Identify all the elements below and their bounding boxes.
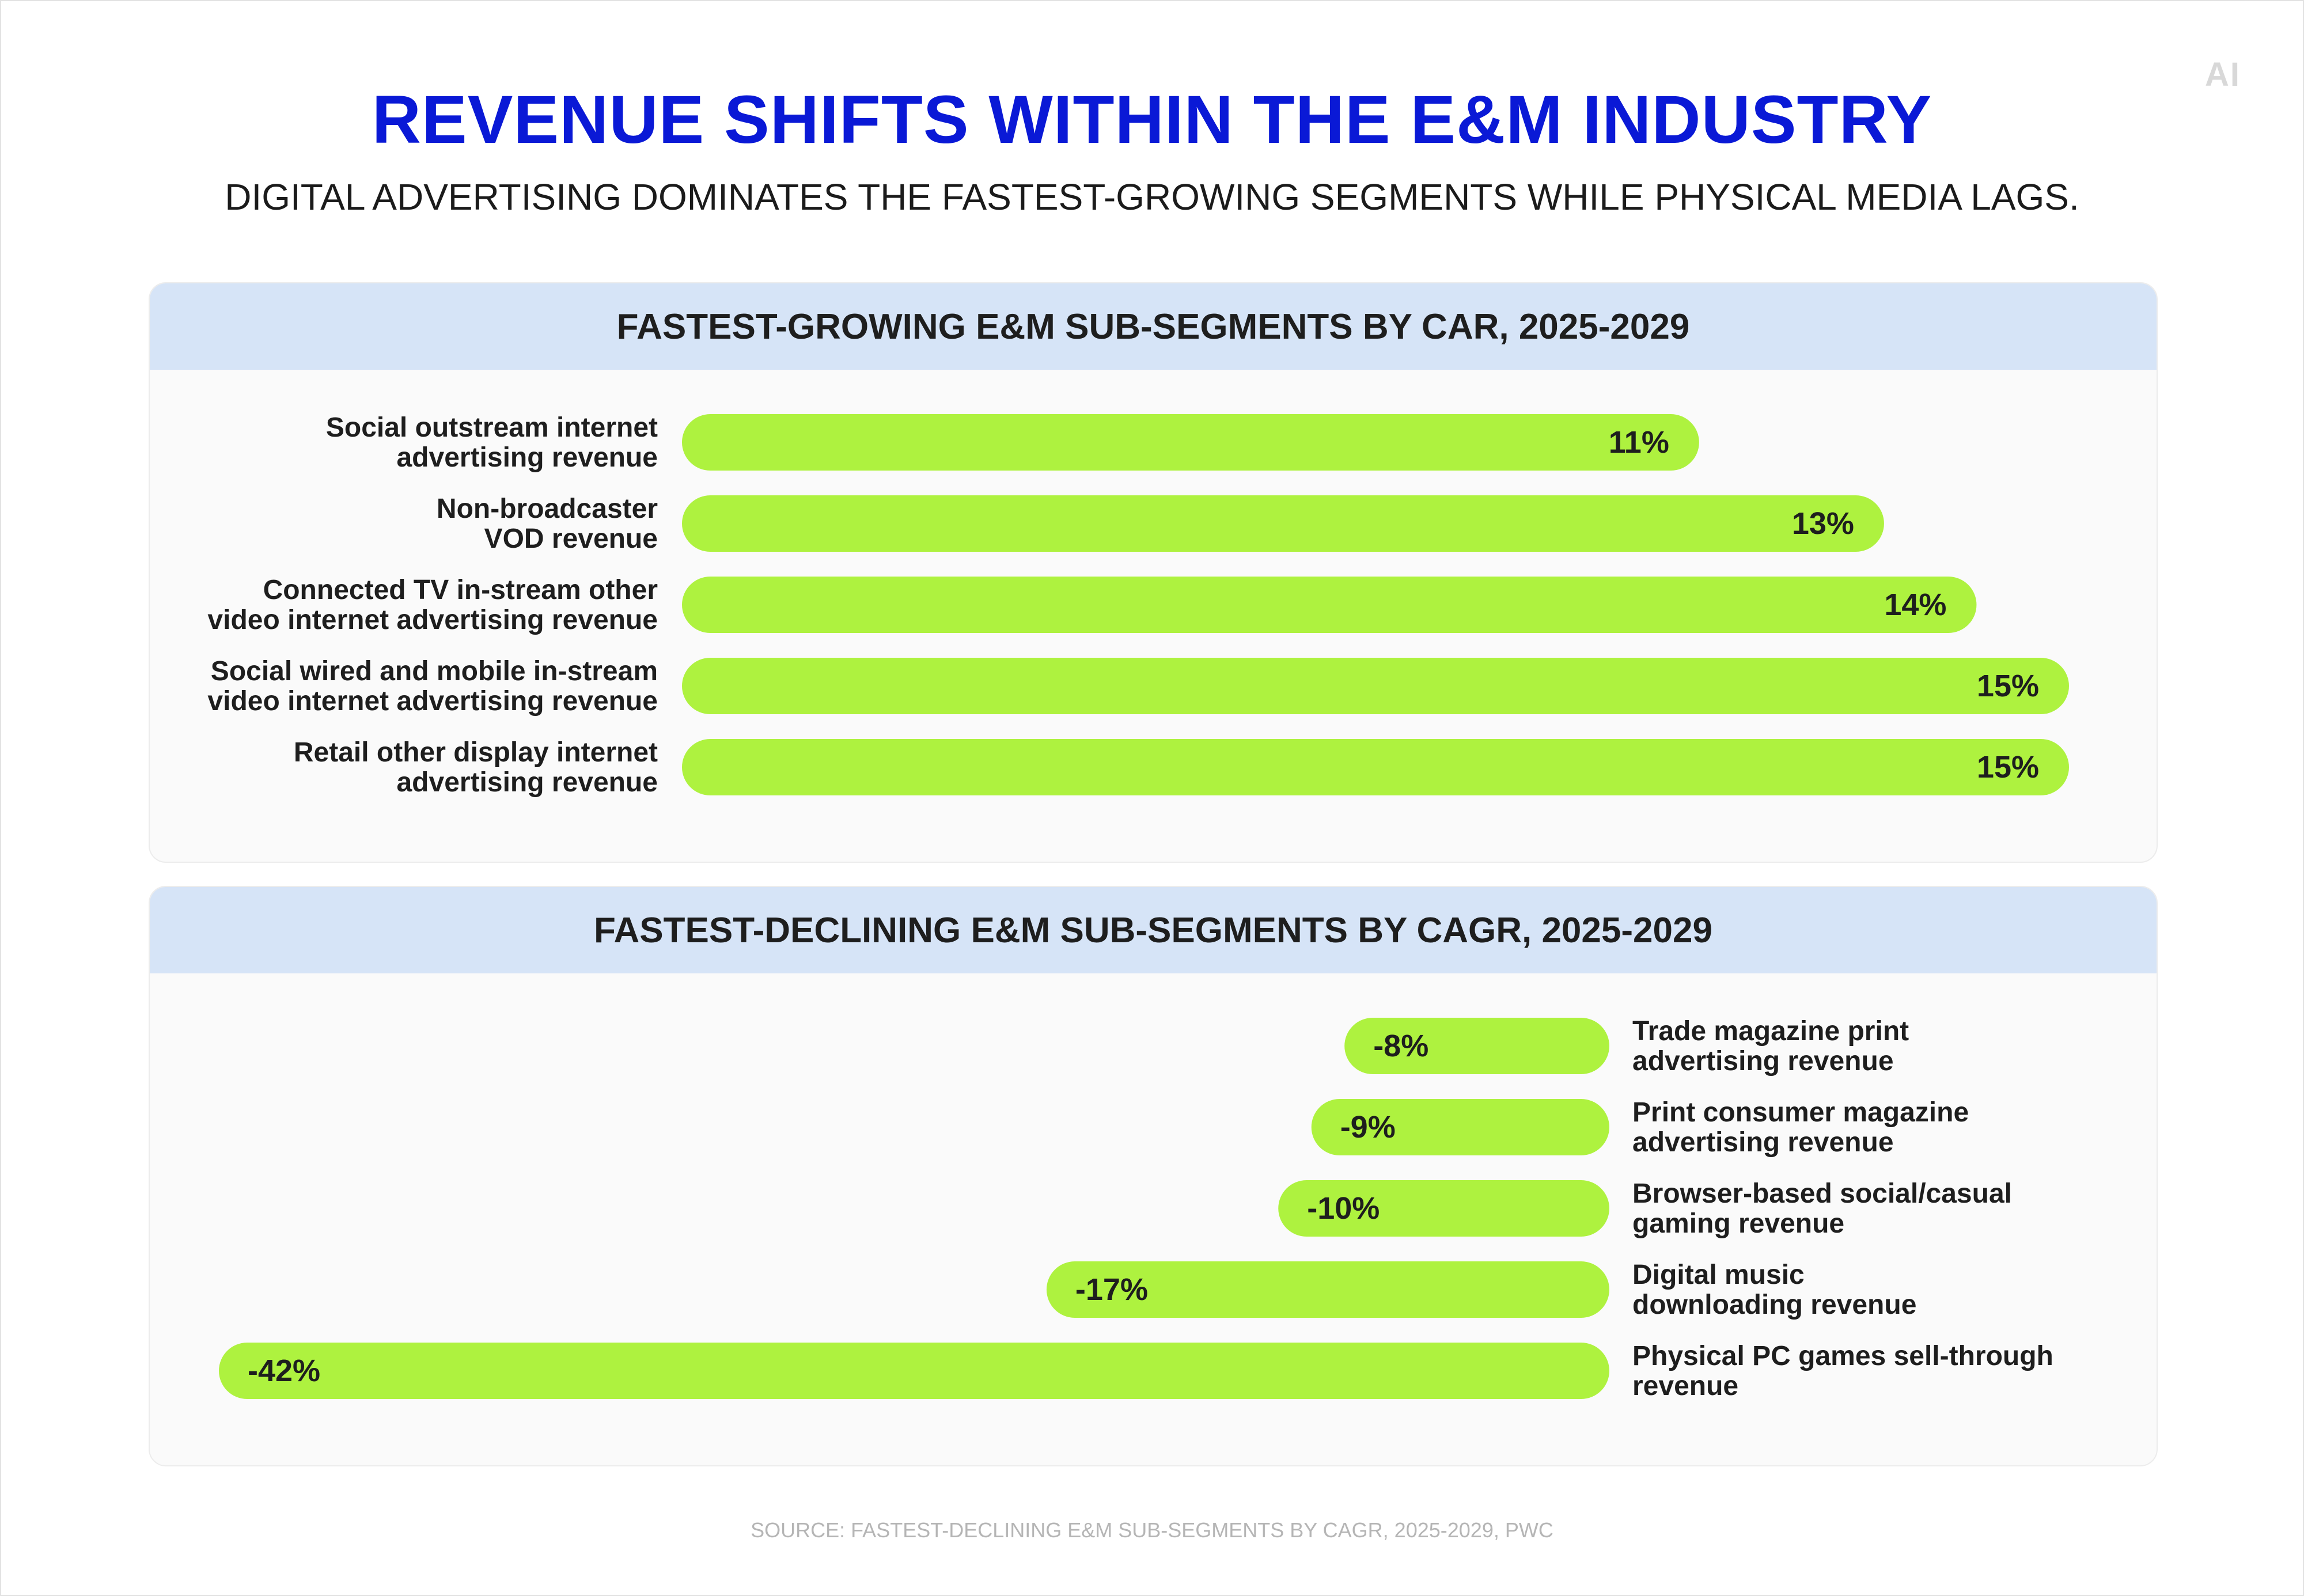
growth-category-label: Connected TV in-stream other video intern… — [207, 575, 658, 635]
decline-category-label: Browser-based social/casual gaming revenu… — [1632, 1178, 2012, 1239]
decline-category-label-line: Browser-based social/casual — [1632, 1178, 2012, 1209]
growth-category-label-line: advertising revenue — [396, 442, 658, 473]
growth-category-label-line: Social outstream internet — [326, 412, 658, 443]
growth-bar — [682, 414, 1699, 471]
decline-value-label: -42% — [248, 1354, 320, 1388]
decline-bar — [1344, 1018, 1609, 1074]
growth-bar — [682, 739, 2069, 795]
growth-category-label: Non-broadcaster VOD revenue — [437, 494, 658, 554]
decline-bar — [1311, 1099, 1609, 1155]
decline-category-label-line: downloading revenue — [1632, 1290, 1916, 1320]
decline-category-label-line: advertising revenue — [1632, 1046, 1894, 1076]
growth-category-label: Social wired and mobile in-stream video i… — [207, 656, 658, 717]
growth-category-label-line: video internet advertising revenue — [207, 605, 658, 635]
decline-category-label-line: Print consumer magazine — [1632, 1097, 1969, 1128]
growth-category-label-line: Connected TV in-stream other — [263, 575, 658, 605]
page-title: REVENUE SHIFTS WITHIN THE E&M INDUSTRY — [372, 82, 1932, 158]
growth-category-label-line: Social wired and mobile in-stream — [211, 656, 658, 687]
growth-category-label-line: video internet advertising revenue — [207, 686, 658, 717]
growth-value-label: 14% — [1884, 587, 1946, 622]
decline-chart-panel: FASTEST-DECLINING E&M SUB-SEGMENTS BY CA… — [149, 886, 2158, 1466]
growth-category-label-line: Retail other display internet — [294, 737, 658, 768]
growth-chart-panel: FASTEST-GROWING E&M SUB-SEGMENTS BY CAR,… — [149, 282, 2158, 863]
growth-chart-title: FASTEST-GROWING E&M SUB-SEGMENTS BY CAR,… — [150, 283, 2157, 370]
decline-bar — [1278, 1180, 1609, 1237]
growth-value-label: 15% — [1977, 669, 2039, 703]
growth-category-label: Retail other display internet advertising… — [294, 737, 658, 798]
growth-category-label-line: VOD revenue — [484, 524, 658, 554]
growth-category-label: Social outstream internet advertising rev… — [326, 412, 658, 473]
growth-category-label-line: Non-broadcaster — [437, 494, 658, 524]
decline-chart-title: FASTEST-DECLINING E&M SUB-SEGMENTS BY CA… — [150, 887, 2157, 973]
brand-logo: AI — [2205, 56, 2241, 93]
decline-category-label: Physical PC games sell-through revenue — [1632, 1341, 2053, 1401]
decline-category-label-line: Digital music — [1632, 1260, 1805, 1290]
growth-bar — [682, 658, 2069, 714]
growth-category-label-line: advertising revenue — [396, 767, 658, 798]
page-subtitle: DIGITAL ADVERTISING DOMINATES THE FASTES… — [225, 176, 2079, 218]
growth-value-label: 11% — [1609, 425, 1669, 460]
decline-category-label-line: Trade magazine print — [1632, 1016, 1909, 1047]
decline-category-label: Trade magazine print advertising revenue — [1632, 1016, 1909, 1076]
decline-value-label: -8% — [1373, 1029, 1428, 1063]
growth-value-label: 13% — [1792, 506, 1854, 541]
decline-category-label: Digital music downloading revenue — [1632, 1260, 1916, 1320]
growth-bar — [682, 577, 1977, 633]
decline-bar — [219, 1343, 1609, 1399]
decline-category-label-line: Physical PC games sell-through — [1632, 1341, 2053, 1371]
decline-bar-chart: -8% Trade magazine print advertising reven… — [219, 1016, 2053, 1401]
growth-bar — [682, 495, 1884, 552]
decline-category-label-line: gaming revenue — [1632, 1208, 1844, 1239]
decline-value-label: -10% — [1307, 1191, 1380, 1226]
decline-category-label: Print consumer magazine advertising reven… — [1632, 1097, 1969, 1158]
decline-value-label: -9% — [1340, 1110, 1396, 1144]
growth-bar-chart: 11%Social outstream internet advertising … — [207, 412, 2069, 798]
growth-value-label: 15% — [1977, 750, 2039, 784]
source-note: SOURCE: FASTEST-DECLINING E&M SUB-SEGMEN… — [751, 1518, 1553, 1542]
decline-bar — [1046, 1261, 1609, 1318]
decline-value-label: -17% — [1075, 1272, 1148, 1307]
decline-category-label-line: revenue — [1632, 1371, 1738, 1401]
decline-category-label-line: advertising revenue — [1632, 1127, 1894, 1158]
